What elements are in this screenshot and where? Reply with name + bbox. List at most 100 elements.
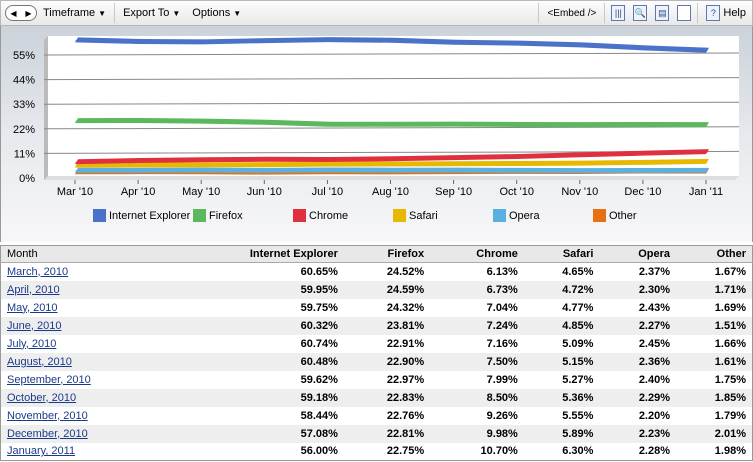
month-link[interactable]: June, 2010 xyxy=(7,319,62,332)
data-point xyxy=(706,161,708,163)
month-link-cell[interactable]: May, 2010 xyxy=(1,299,169,317)
month-link[interactable]: January, 2011 xyxy=(7,445,76,458)
value-cell: 22.76% xyxy=(386,409,425,422)
month-link-cell[interactable]: September, 2010 xyxy=(1,371,169,389)
options-menu[interactable]: Options ▼ xyxy=(186,3,247,23)
value-cell: 2.36% xyxy=(599,352,677,371)
gridline xyxy=(43,101,740,105)
data-point xyxy=(580,44,582,46)
value-cell: 1.66% xyxy=(714,337,746,350)
x-tick-label: Jan '11 xyxy=(689,186,723,198)
value-cell: 4.77% xyxy=(562,301,594,314)
timeframe-menu[interactable]: Timeframe ▼ xyxy=(37,3,112,23)
legend-item[interactable]: Other xyxy=(593,209,637,222)
month-link-cell[interactable]: January, 2011 xyxy=(1,443,169,461)
column-header[interactable]: Other xyxy=(676,245,753,263)
series-line-safari xyxy=(75,158,709,168)
legend-swatch xyxy=(293,209,306,222)
month-link-cell[interactable]: August, 2010 xyxy=(0,352,169,371)
table-row: July, 2010 60.74% 22.91% 7.16% 5.09% 2.45% 1.6… xyxy=(1,335,753,353)
data-point xyxy=(201,164,203,166)
data-point xyxy=(454,163,456,165)
month-link[interactable]: December, 2010 xyxy=(7,427,88,440)
value-cell: 2.29% xyxy=(599,388,677,407)
data-point xyxy=(138,170,140,172)
legend-item[interactable]: Internet Explorer xyxy=(93,209,190,222)
series-line-firefox xyxy=(75,118,709,128)
legend-swatch xyxy=(493,209,506,222)
print-icon[interactable]: ▤ xyxy=(655,5,670,21)
value-cell: 2.40% xyxy=(638,373,671,386)
column-header[interactable]: Month xyxy=(0,245,169,263)
value-cell: 4.72% xyxy=(523,280,600,299)
month-link-cell[interactable]: December, 2010 xyxy=(0,424,169,443)
table-row: June, 2010 60.32% 23.81% 7.24% 4.85% 2.27% 1.5… xyxy=(0,316,753,335)
month-link[interactable]: March, 2010 xyxy=(7,265,69,278)
caret-down-icon: ▼ xyxy=(172,8,181,18)
column-header[interactable]: Safari xyxy=(523,245,600,263)
line-chart: 0% 11% 22% 33% 44% 55% Mar '10 Apr '10 May '10 Ju… xyxy=(13,36,740,198)
data-point xyxy=(391,163,392,165)
table-row: December, 2010 57.08% 22.81% 9.98% 5.89% 2.23… xyxy=(0,424,753,443)
arrow-right-icon[interactable]: ▶ xyxy=(25,8,32,18)
value-cell: 6.30% xyxy=(562,445,594,458)
column-header[interactable]: Chrome xyxy=(430,245,524,263)
embed-button[interactable]: <Embed /> xyxy=(547,7,597,19)
value-cell: 1.79% xyxy=(714,409,746,422)
print-preview-icon[interactable]: 🔍 xyxy=(633,5,648,21)
month-link[interactable]: May, 2010 xyxy=(7,301,58,314)
y-tick-label: 55% xyxy=(13,50,35,62)
legend-swatch xyxy=(593,209,606,222)
value-cell: 60.74% xyxy=(300,337,338,350)
value-cell: 2.43% xyxy=(638,301,671,314)
legend-item[interactable]: Safari xyxy=(393,209,438,222)
series-line-chrome xyxy=(75,149,709,165)
table-row: August, 2010 60.48% 22.90% 7.50% 5.15% 2.36% 1… xyxy=(0,352,753,371)
data-point xyxy=(517,43,519,45)
data-point xyxy=(580,124,582,126)
legend-item[interactable]: Chrome xyxy=(293,209,348,222)
data-point xyxy=(327,159,329,161)
legend-swatch xyxy=(93,209,106,222)
month-link[interactable]: April, 2010 xyxy=(7,283,60,296)
month-link-cell[interactable]: June, 2010 xyxy=(0,316,169,335)
month-link[interactable]: August, 2010 xyxy=(7,355,72,368)
month-link-cell[interactable]: April, 2010 xyxy=(0,280,169,299)
x-tick-label: Jun '10 xyxy=(247,186,282,198)
value-cell: 22.90% xyxy=(343,352,431,371)
columns-icon[interactable]: ||| xyxy=(611,5,626,21)
value-cell: 2.28% xyxy=(638,445,671,458)
month-link[interactable]: September, 2010 xyxy=(7,373,91,386)
nav-arrows[interactable]: ◀ ▶ xyxy=(5,5,37,21)
month-link-cell[interactable]: November, 2010 xyxy=(1,407,169,425)
help-button[interactable]: ? Help xyxy=(700,3,752,23)
column-header[interactable]: Opera xyxy=(599,245,677,263)
legend-item[interactable]: Opera xyxy=(493,209,540,222)
column-header[interactable]: Internet Explorer xyxy=(168,245,344,263)
value-cell: 60.48% xyxy=(168,352,344,371)
month-link-cell[interactable]: March, 2010 xyxy=(1,263,169,281)
page-icon[interactable] xyxy=(677,5,692,21)
column-header[interactable]: Firefox xyxy=(343,245,431,263)
legend-label: Chrome xyxy=(309,209,349,222)
arrow-left-icon[interactable]: ◀ xyxy=(10,8,17,18)
data-point xyxy=(264,40,266,42)
data-point xyxy=(643,153,645,155)
month-link-cell[interactable]: October, 2010 xyxy=(0,388,169,407)
value-cell: 1.51% xyxy=(676,316,753,335)
value-cell: 7.04% xyxy=(486,301,518,314)
value-cell: 23.81% xyxy=(343,316,431,335)
month-link[interactable]: October, 2010 xyxy=(7,391,77,404)
legend-item[interactable]: Firefox xyxy=(193,209,243,222)
month-link[interactable]: July, 2010 xyxy=(7,337,57,350)
table-row: October, 2010 59.18% 22.83% 8.50% 5.36% 2.29%… xyxy=(0,388,753,407)
export-menu[interactable]: Export To ▼ xyxy=(117,3,186,23)
month-link[interactable]: November, 2010 xyxy=(7,409,88,422)
value-cell: 5.89% xyxy=(523,424,600,443)
data-point xyxy=(706,170,708,172)
value-cell: 24.52% xyxy=(386,265,425,278)
value-cell: 22.81% xyxy=(343,424,431,443)
month-link-cell[interactable]: July, 2010 xyxy=(1,335,169,353)
legend-label: Internet Explorer xyxy=(109,209,191,222)
table-row: March, 2010 60.65% 24.52% 6.13% 4.65% 2.37% 1.… xyxy=(1,263,753,281)
